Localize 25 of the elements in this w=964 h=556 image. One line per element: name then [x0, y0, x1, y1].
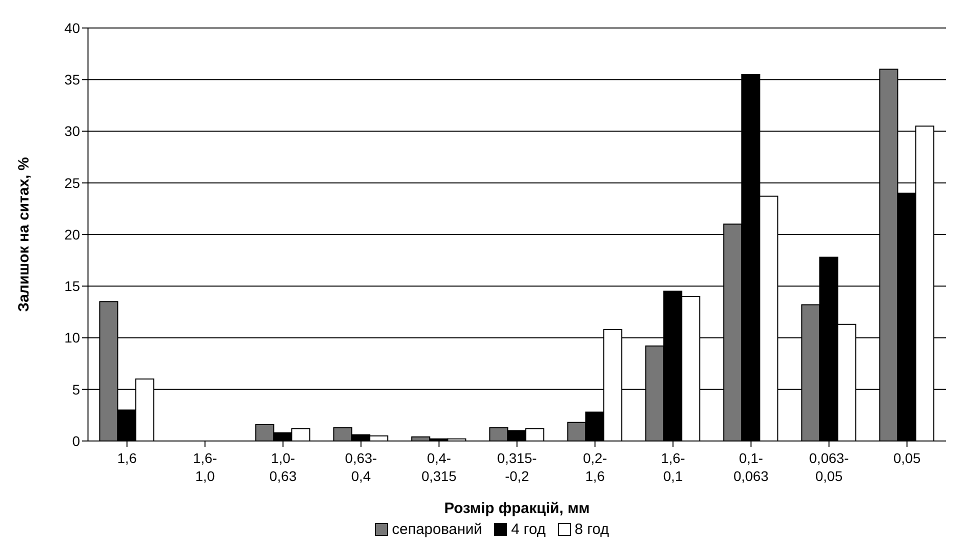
y-tick-label: 15 [64, 278, 80, 294]
x-tick-label: 1,0- 0,63 [269, 450, 297, 484]
x-tick-label: 0,315- -0,2 [497, 450, 538, 484]
x-axis-title: Розмір фракцій, мм [444, 500, 590, 517]
x-tick-label: 0,063- 0,05 [809, 450, 850, 484]
x-tick-label: 0,2- 1,6 [582, 450, 608, 484]
x-tick-label: 0,05 [893, 450, 921, 466]
y-tick-label: 5 [72, 381, 80, 398]
y-tick-label: 25 [64, 174, 80, 191]
y-tick-label: 35 [64, 72, 80, 88]
y-tick-label: 30 [64, 123, 80, 140]
y-tick-label: 20 [64, 226, 80, 242]
x-tick-label: 1,6 [117, 450, 137, 466]
y-axis-title: Залишок на ситах, % [15, 157, 32, 312]
x-tick-label: 0,63- 0,4 [345, 450, 378, 484]
legend-label: 8 год [574, 521, 610, 538]
legend-label: 4 год [511, 521, 546, 538]
y-tick-label: 0 [72, 432, 80, 449]
y-tick-label: 40 [64, 20, 80, 36]
y-tick-label: 10 [64, 330, 80, 346]
x-tick-label: 0,4- 0,315 [421, 450, 457, 484]
x-tick-label: 0,1- 0,063 [733, 450, 769, 484]
x-tick-label: 1,6- 0,1 [660, 450, 686, 484]
legend-label: сепарований [392, 521, 482, 538]
x-tick-label: 1,6- 1,0 [192, 450, 218, 484]
